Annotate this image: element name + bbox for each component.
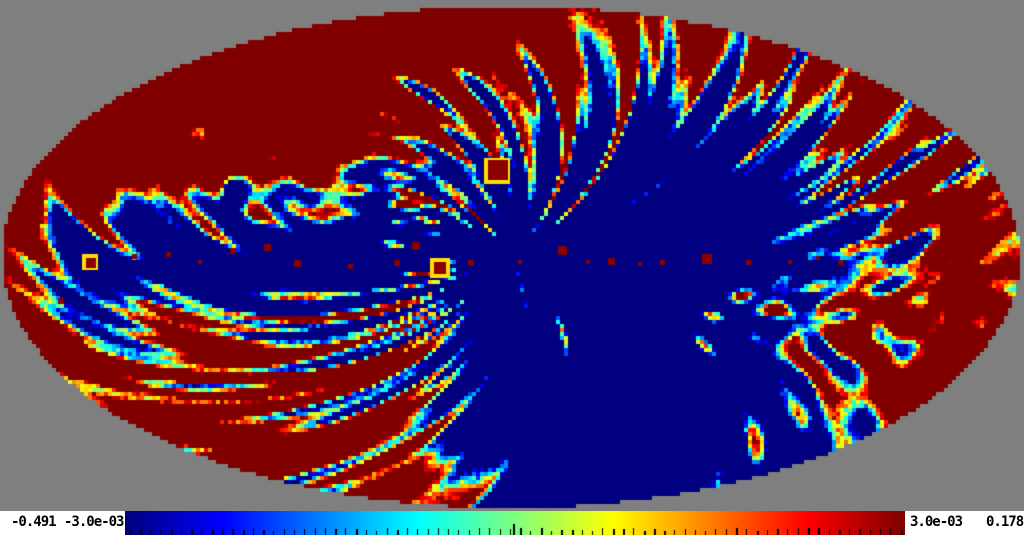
colorbar-label-data-max: 0.178 [986,514,1024,530]
mollweide-sky-map-canvas [0,0,1024,512]
colorbar-band: -0.491 -3.0e-03 3.0e-03 0.178 [0,511,1024,535]
colorbar-gradient [125,511,905,535]
colorbar-label-color-max: 3.0e-03 [910,514,963,530]
colorbar-label-color-min: -3.0e-03 [64,514,124,530]
colorbar-label-data-min: -0.491 [11,514,57,530]
